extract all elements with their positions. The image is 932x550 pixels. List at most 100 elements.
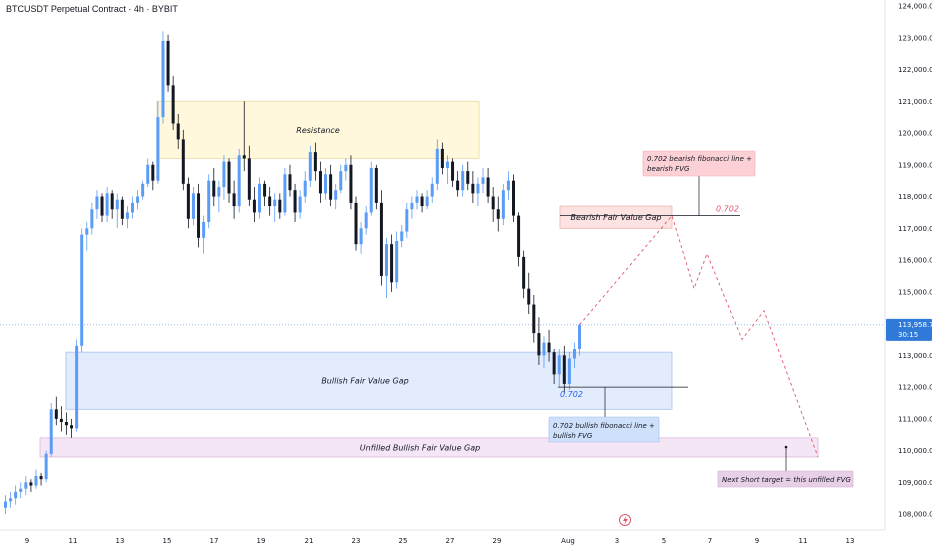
fib-bullish-label: 0.702 xyxy=(560,390,583,399)
candle xyxy=(572,342,576,369)
candle xyxy=(24,476,28,496)
candle xyxy=(349,155,353,210)
candle xyxy=(466,161,470,191)
current-price-tag xyxy=(886,318,932,341)
candle xyxy=(420,193,424,213)
event-marker-icon[interactable] xyxy=(619,514,631,526)
candle xyxy=(268,187,272,216)
callout-bearish-box[interactable] xyxy=(642,150,756,177)
candle xyxy=(125,206,129,229)
candle xyxy=(90,202,94,235)
candle xyxy=(161,31,165,124)
candle xyxy=(263,180,267,207)
candle xyxy=(435,139,439,191)
candle xyxy=(293,183,297,222)
candle xyxy=(278,193,282,219)
x-tick-label: 27 xyxy=(446,537,455,545)
x-tick-label: 13 xyxy=(116,537,125,545)
unfilled-fvg-label: Unfilled Bullish Fair Value Gap xyxy=(360,443,480,452)
candle xyxy=(85,221,89,251)
current-price-value: 113,958.7 xyxy=(898,321,932,329)
candle xyxy=(207,174,211,229)
candle xyxy=(29,479,33,492)
candle xyxy=(100,193,104,222)
candle xyxy=(191,187,195,226)
x-tick-label: 11 xyxy=(69,537,78,545)
bullish-fvg-zone[interactable] xyxy=(65,351,673,410)
unfilled-fvg-zone[interactable] xyxy=(39,437,819,458)
candle xyxy=(9,491,13,508)
candle xyxy=(146,158,150,188)
candle xyxy=(105,187,109,222)
y-axis[interactable]: 124,000.0 123,000.0 122,000.0 121,000.0 120,… xyxy=(898,3,932,519)
candle xyxy=(258,177,261,219)
candle xyxy=(440,142,444,175)
candle xyxy=(527,272,531,315)
candle xyxy=(49,402,53,457)
candle xyxy=(410,196,414,219)
candle xyxy=(461,164,465,197)
candle xyxy=(171,75,175,130)
candle xyxy=(334,183,338,210)
y-tick-label: 108,000.0 xyxy=(898,511,932,519)
candle xyxy=(456,171,460,197)
candle xyxy=(136,190,140,210)
candle xyxy=(532,294,536,343)
candle xyxy=(405,202,409,238)
candle xyxy=(344,158,348,181)
candle xyxy=(252,187,256,222)
x-tick-label: 7 xyxy=(708,537,712,545)
y-tick-label: 123,000.0 xyxy=(898,34,932,42)
candle xyxy=(80,228,84,353)
candle xyxy=(379,190,383,286)
candle xyxy=(19,482,23,499)
candle xyxy=(44,450,48,483)
candle xyxy=(506,171,510,200)
candle xyxy=(400,225,404,248)
x-tick-label: 29 xyxy=(493,537,502,545)
y-tick-label: 120,000.0 xyxy=(898,130,932,138)
candles-layer xyxy=(4,31,582,515)
candle xyxy=(202,215,206,254)
candle xyxy=(517,212,521,267)
candle xyxy=(303,171,307,203)
candle xyxy=(390,234,394,292)
x-tick-label: 21 xyxy=(305,537,314,545)
candle xyxy=(110,190,114,219)
callout-bullish-line2: bullish FVG xyxy=(553,432,593,440)
bearish-fvg-label: Bearish Fair Value Gap xyxy=(571,213,662,222)
zones-layer: Resistance Bearish Fair Value Gap Bullis… xyxy=(39,100,819,458)
candle xyxy=(242,101,246,172)
candle xyxy=(512,174,515,222)
y-tick-label: 117,000.0 xyxy=(898,225,932,233)
x-tick-label: 17 xyxy=(210,537,219,545)
candle xyxy=(547,329,551,362)
candle xyxy=(54,396,58,426)
x-tick-label: 25 xyxy=(399,537,408,545)
candle xyxy=(329,164,333,207)
candle xyxy=(308,145,312,188)
candle xyxy=(385,237,388,299)
candle xyxy=(283,167,287,216)
resistance-zone[interactable] xyxy=(156,100,480,159)
candle xyxy=(425,190,429,210)
candle xyxy=(451,158,455,188)
projection-path[interactable] xyxy=(579,214,819,458)
x-axis[interactable]: 9 11 13 15 17 19 21 23 25 27 29 Aug 3 5 7 9 11 13 xyxy=(25,537,855,545)
callout-target-box[interactable] xyxy=(717,470,854,488)
candle xyxy=(364,206,368,235)
callout-bullish-box[interactable] xyxy=(548,416,660,443)
candle xyxy=(415,190,419,210)
callout-bearish-line2: bearish FVG xyxy=(647,165,690,173)
candle xyxy=(232,180,236,219)
candle xyxy=(537,317,541,365)
candle xyxy=(354,196,358,251)
y-tick-label: 113,000.0 xyxy=(898,352,932,360)
candle xyxy=(70,418,74,438)
candle xyxy=(115,193,119,229)
candle xyxy=(75,339,79,432)
bearish-fvg-zone[interactable] xyxy=(559,205,673,229)
callout-target-text: Next Short target = this unfilled FVG xyxy=(722,476,851,484)
y-tick-label: 124,000.0 xyxy=(898,3,932,11)
